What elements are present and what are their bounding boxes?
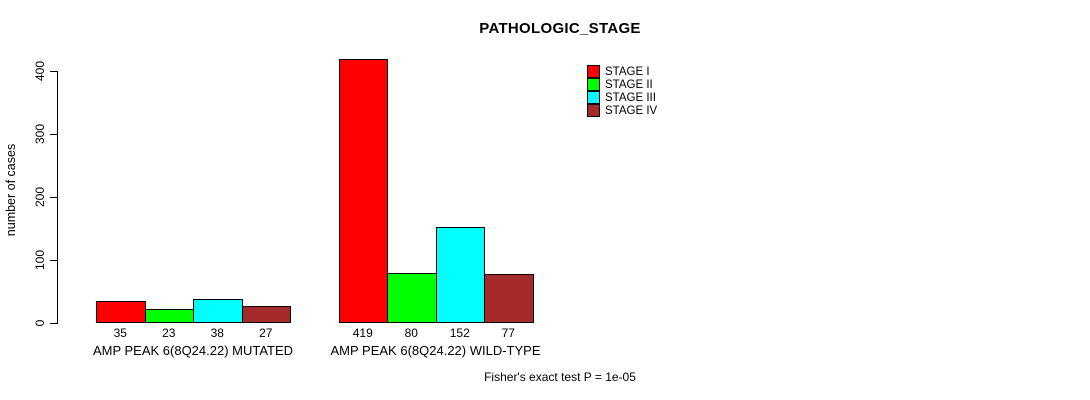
bar-value-label: 80 bbox=[404, 326, 418, 340]
y-tick-mark bbox=[50, 197, 57, 198]
bar-value-label: 419 bbox=[352, 326, 373, 340]
chart-title: PATHOLOGIC_STAGE bbox=[479, 20, 641, 37]
y-tick-mark bbox=[50, 260, 57, 261]
y-tick-mark bbox=[50, 134, 57, 135]
bar-value-label: 23 bbox=[162, 326, 176, 340]
y-axis-label: number of cases bbox=[4, 143, 18, 237]
legend-row-stage-ii: STAGE II bbox=[587, 78, 657, 91]
legend-row-stage-iii: STAGE III bbox=[587, 91, 657, 104]
bar-value-label: 38 bbox=[210, 326, 224, 340]
legend-label: STAGE IV bbox=[605, 104, 658, 117]
bar-value-label: 77 bbox=[501, 326, 515, 340]
legend-row-stage-i: STAGE I bbox=[587, 65, 657, 78]
y-tick-label: 0 bbox=[33, 319, 47, 327]
bar-stage-i-wild-type bbox=[338, 59, 388, 323]
bar-stage-iv-wild-type bbox=[484, 274, 534, 323]
bar-stage-iv-mutated bbox=[241, 306, 291, 323]
y-tick-mark bbox=[50, 323, 57, 324]
y-axis-line bbox=[57, 71, 58, 324]
y-tick-mark bbox=[50, 71, 57, 72]
bar-stage-iii-mutated bbox=[193, 299, 243, 323]
legend-label: STAGE II bbox=[605, 78, 653, 91]
legend-swatch-stage-ii bbox=[587, 78, 600, 91]
bar-stage-ii-mutated bbox=[144, 309, 194, 323]
group-label-mutated: AMP PEAK 6(8Q24.22) MUTATED bbox=[92, 343, 294, 358]
legend-swatch-stage-i bbox=[587, 65, 600, 78]
bar-stage-i-mutated bbox=[96, 301, 146, 323]
bar-stage-ii-wild-type bbox=[387, 273, 437, 323]
legend-swatch-stage-iv bbox=[587, 104, 600, 117]
legend-swatch-stage-iii bbox=[587, 91, 600, 104]
bar-stage-iii-wild-type bbox=[435, 227, 485, 323]
group-label-wild-type: AMP PEAK 6(8Q24.22) WILD-TYPE bbox=[330, 343, 541, 358]
legend-label: STAGE III bbox=[605, 91, 656, 104]
y-tick-label: 300 bbox=[33, 123, 47, 145]
y-tick-label: 400 bbox=[33, 60, 47, 82]
bar-value-label: 152 bbox=[449, 326, 470, 340]
footer-annotation: Fisher's exact test P = 1e-05 bbox=[484, 370, 636, 384]
legend-row-stage-iv: STAGE IV bbox=[587, 104, 658, 117]
legend-label: STAGE I bbox=[605, 65, 650, 78]
bar-value-label: 27 bbox=[259, 326, 273, 340]
y-tick-label: 100 bbox=[33, 249, 47, 271]
y-tick-label: 200 bbox=[33, 186, 47, 208]
legend: STAGE I STAGE II STAGE III STAGE IV bbox=[587, 65, 658, 117]
bar-value-label: 35 bbox=[113, 326, 127, 340]
